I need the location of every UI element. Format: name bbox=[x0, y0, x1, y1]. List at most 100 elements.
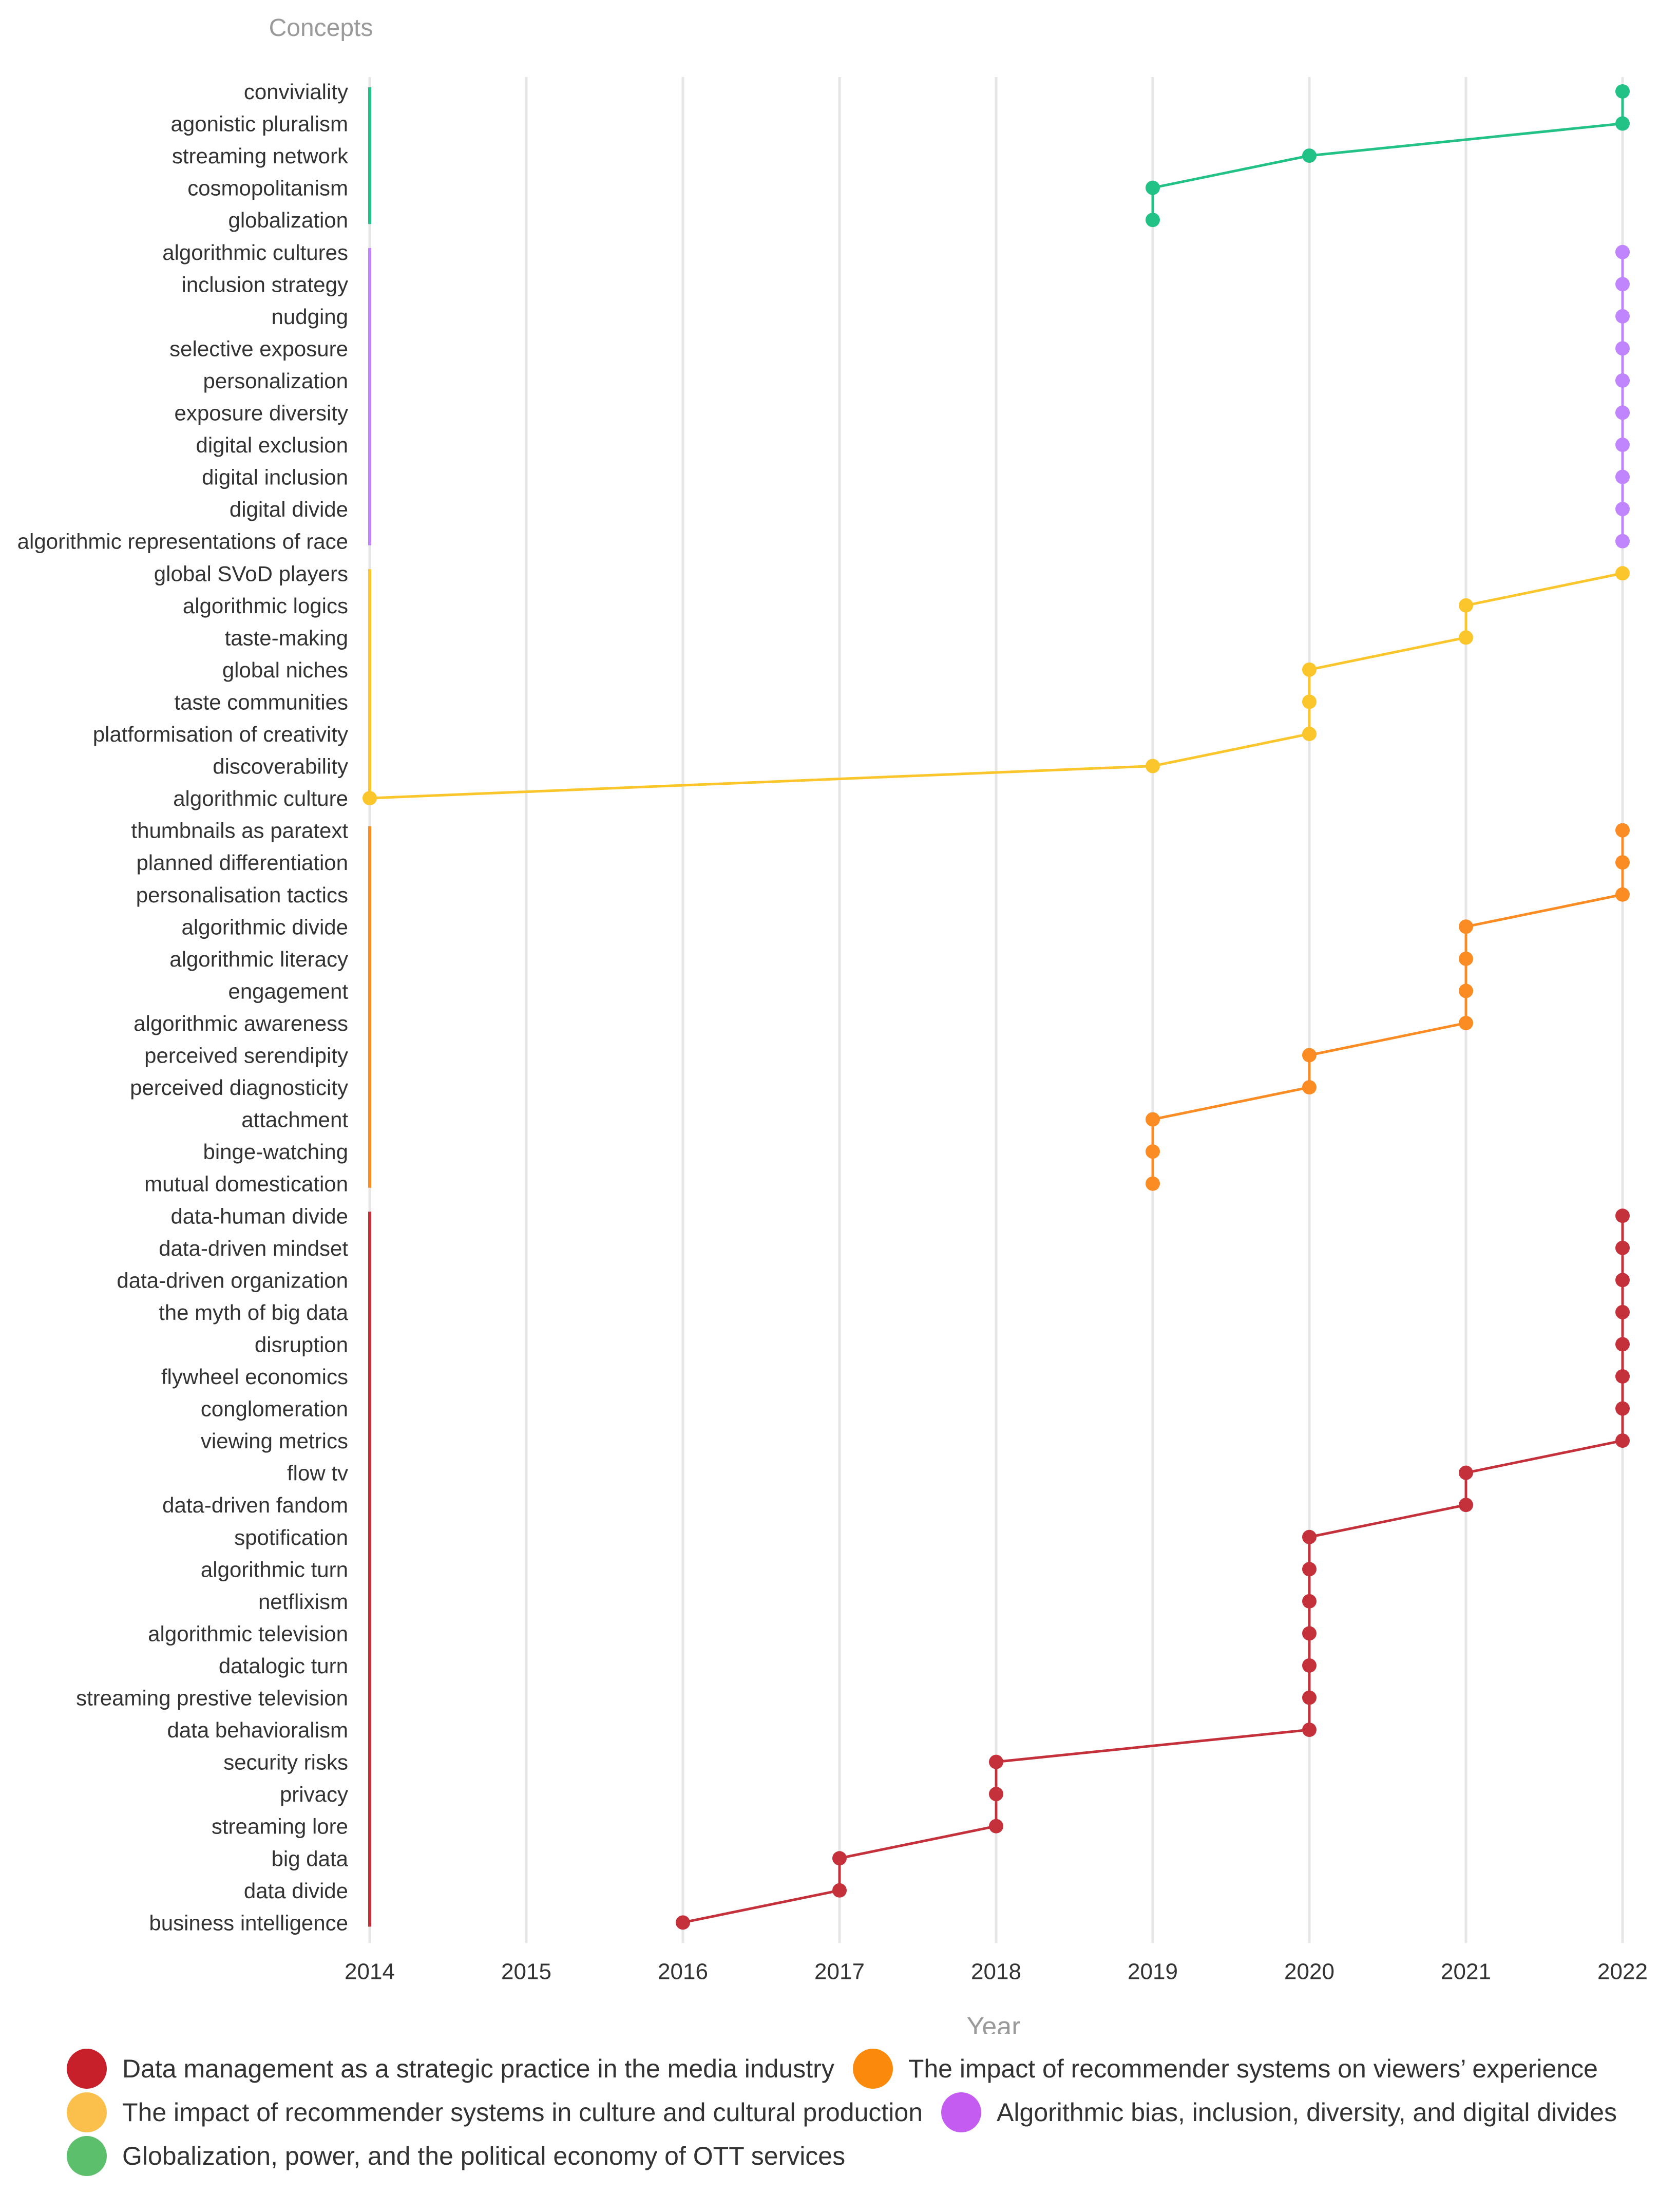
legend-swatch bbox=[941, 2092, 982, 2132]
data-point[interactable] bbox=[1302, 148, 1317, 163]
concept-label: data divide bbox=[244, 1879, 348, 1903]
data-point[interactable] bbox=[1302, 727, 1317, 741]
data-point[interactable] bbox=[1615, 1240, 1630, 1255]
data-point[interactable] bbox=[1615, 1208, 1630, 1223]
data-point[interactable] bbox=[1615, 84, 1630, 99]
data-point[interactable] bbox=[1302, 1529, 1317, 1544]
data-point[interactable] bbox=[1615, 534, 1630, 549]
data-point[interactable] bbox=[1146, 1112, 1160, 1127]
data-point[interactable] bbox=[1146, 180, 1160, 195]
concept-label: digital exclusion bbox=[196, 433, 348, 457]
data-point[interactable] bbox=[1615, 887, 1630, 902]
legend-row: The impact of recommender systems in cul… bbox=[67, 2090, 1658, 2134]
data-point[interactable] bbox=[1302, 1080, 1317, 1095]
data-point[interactable] bbox=[1302, 1690, 1317, 1705]
data-point[interactable] bbox=[1302, 1723, 1317, 1737]
concept-label: algorithmic turn bbox=[201, 1557, 348, 1581]
concept-label: discoverability bbox=[213, 754, 348, 779]
legend-item[interactable]: Data management as a strategic practice … bbox=[67, 2048, 834, 2089]
data-point[interactable] bbox=[1459, 630, 1473, 645]
data-point[interactable] bbox=[1302, 1562, 1317, 1577]
concept-label: conglomeration bbox=[201, 1397, 348, 1421]
data-point[interactable] bbox=[989, 1819, 1003, 1833]
data-point[interactable] bbox=[1459, 1498, 1473, 1513]
data-point[interactable] bbox=[832, 1851, 847, 1866]
data-point[interactable] bbox=[1615, 277, 1630, 292]
data-point[interactable] bbox=[1615, 1401, 1630, 1416]
y-axis-title: Concepts bbox=[269, 14, 373, 42]
data-point[interactable] bbox=[1615, 1273, 1630, 1288]
concept-label: data-driven fandom bbox=[162, 1493, 348, 1517]
data-point[interactable] bbox=[1146, 759, 1160, 773]
concept-label: disruption bbox=[255, 1332, 348, 1356]
data-point[interactable] bbox=[1146, 213, 1160, 228]
data-point[interactable] bbox=[1615, 438, 1630, 452]
data-point[interactable] bbox=[1302, 694, 1317, 709]
legend-label: The impact of recommender systems on vie… bbox=[908, 2054, 1598, 2083]
data-point[interactable] bbox=[989, 1787, 1003, 1802]
concept-label: privacy bbox=[280, 1782, 348, 1806]
x-axis-title: Year bbox=[966, 2012, 1020, 2034]
data-point[interactable] bbox=[1615, 1433, 1630, 1448]
data-point[interactable] bbox=[1302, 1658, 1317, 1673]
legend-item[interactable]: The impact of recommender systems on vie… bbox=[852, 2048, 1598, 2089]
concept-label: digital inclusion bbox=[202, 465, 348, 489]
concept-label: nudging bbox=[272, 305, 348, 329]
data-point[interactable] bbox=[1615, 855, 1630, 870]
data-point[interactable] bbox=[1459, 919, 1473, 934]
concept-label: algorithmic representations of race bbox=[17, 530, 348, 554]
data-point[interactable] bbox=[1615, 469, 1630, 484]
concept-label: data-driven mindset bbox=[159, 1236, 348, 1260]
data-point[interactable] bbox=[1459, 1015, 1473, 1030]
data-point[interactable] bbox=[1615, 823, 1630, 838]
data-point[interactable] bbox=[1615, 1304, 1630, 1319]
legend-item[interactable]: Globalization, power, and the political … bbox=[67, 2135, 846, 2176]
legend-label: Data management as a strategic practice … bbox=[122, 2054, 834, 2083]
data-point[interactable] bbox=[1615, 244, 1630, 259]
concept-label: data-human divide bbox=[170, 1204, 348, 1228]
data-point[interactable] bbox=[1302, 662, 1317, 677]
concept-label: conviviality bbox=[244, 80, 348, 104]
legend-swatch bbox=[67, 2092, 107, 2132]
legend-label: Globalization, power, and the political … bbox=[122, 2141, 846, 2170]
data-point[interactable] bbox=[989, 1754, 1003, 1769]
data-point[interactable] bbox=[1459, 1465, 1473, 1480]
data-point[interactable] bbox=[1146, 1144, 1160, 1159]
data-point[interactable] bbox=[1459, 598, 1473, 613]
data-point[interactable] bbox=[1615, 373, 1630, 388]
concept-label: agonistic pluralism bbox=[171, 112, 348, 136]
data-point[interactable] bbox=[1615, 1337, 1630, 1352]
legend-item[interactable]: The impact of recommender systems in cul… bbox=[67, 2092, 923, 2132]
data-point[interactable] bbox=[1615, 1369, 1630, 1384]
concept-label: data behavioralism bbox=[167, 1718, 348, 1742]
data-point[interactable] bbox=[363, 791, 377, 806]
concept-label: viewing metrics bbox=[201, 1429, 348, 1453]
data-point[interactable] bbox=[1459, 951, 1473, 966]
data-point[interactable] bbox=[1146, 1176, 1160, 1191]
data-point[interactable] bbox=[1302, 1594, 1317, 1609]
data-point[interactable] bbox=[1615, 341, 1630, 356]
concept-label: perceived serendipity bbox=[144, 1044, 348, 1068]
concept-label: cosmopolitanism bbox=[187, 176, 348, 200]
data-point[interactable] bbox=[1459, 984, 1473, 998]
data-point[interactable] bbox=[1302, 1048, 1317, 1063]
legend-label: Algorithmic bias, inclusion, diversity, … bbox=[997, 2097, 1617, 2127]
data-point[interactable] bbox=[1615, 502, 1630, 517]
data-point[interactable] bbox=[676, 1915, 690, 1930]
x-tick-label: 2018 bbox=[971, 1959, 1021, 1984]
concept-label: algorithmic culture bbox=[173, 786, 348, 810]
concept-label: taste-making bbox=[225, 626, 348, 650]
data-point[interactable] bbox=[832, 1883, 847, 1898]
data-point[interactable] bbox=[1302, 1626, 1317, 1641]
concept-label: binge-watching bbox=[203, 1140, 348, 1164]
concept-label: data-driven organization bbox=[117, 1268, 348, 1292]
data-point[interactable] bbox=[1615, 405, 1630, 420]
data-point[interactable] bbox=[1615, 116, 1630, 131]
concept-label: streaming network bbox=[172, 144, 349, 168]
x-tick-label: 2019 bbox=[1128, 1959, 1178, 1984]
data-point[interactable] bbox=[1615, 566, 1630, 581]
data-point[interactable] bbox=[1615, 309, 1630, 324]
legend-swatch bbox=[852, 2048, 893, 2089]
legend-item[interactable]: Algorithmic bias, inclusion, diversity, … bbox=[941, 2092, 1617, 2132]
